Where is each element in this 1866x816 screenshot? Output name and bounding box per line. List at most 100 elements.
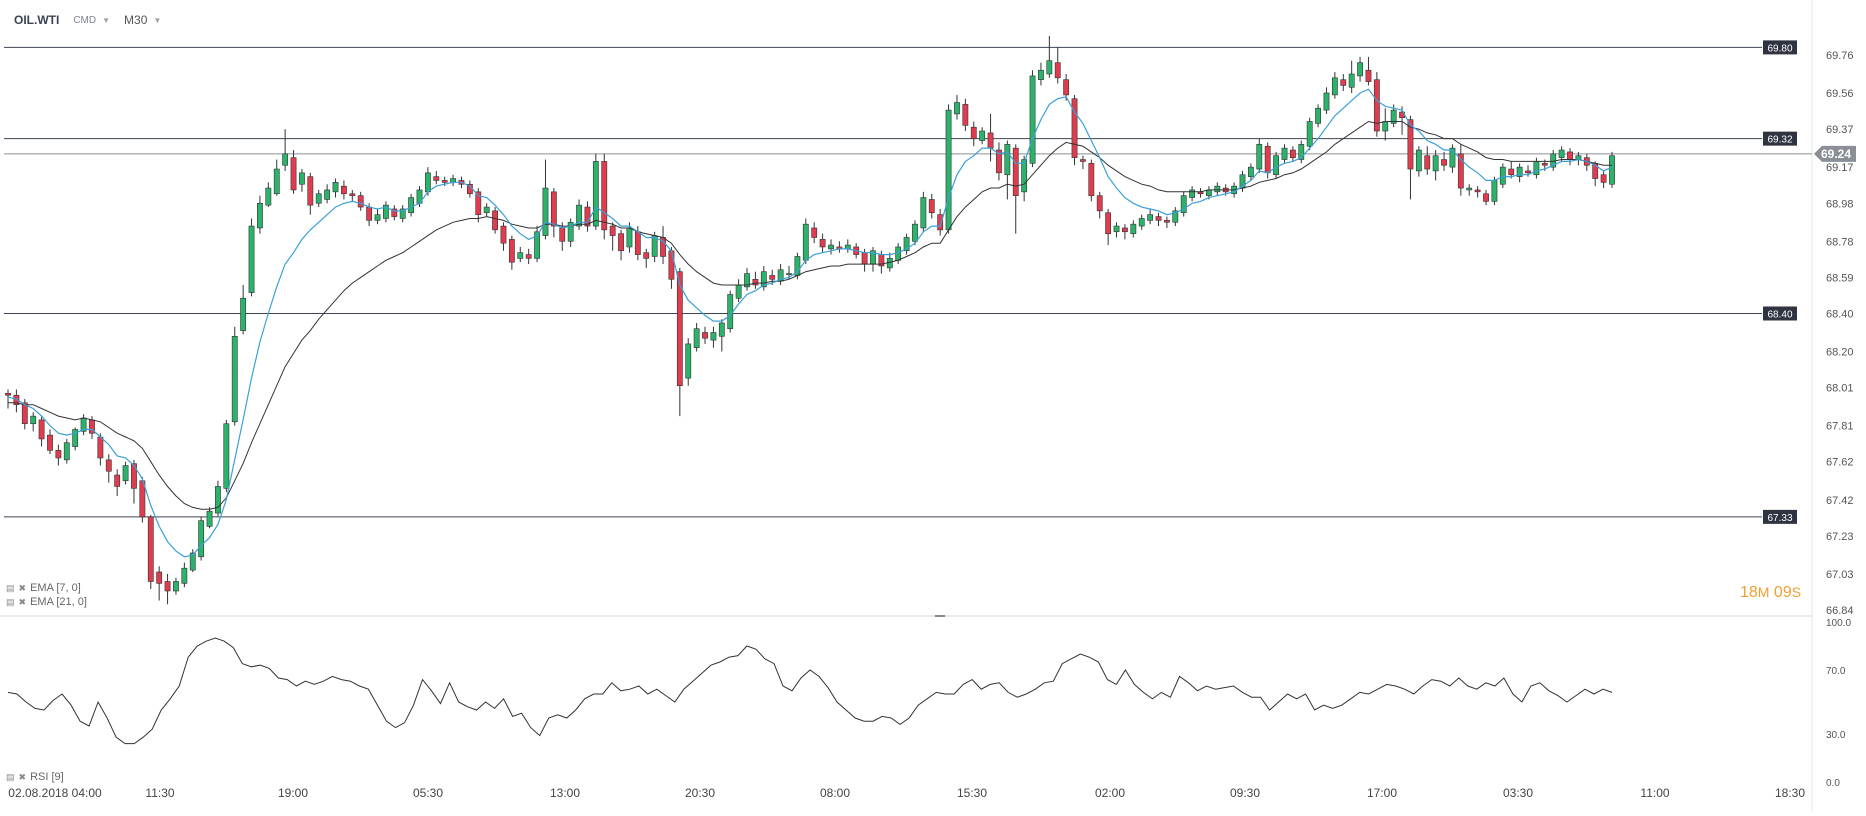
candle-body [534,231,540,259]
timeframe-dropdown[interactable]: M30 ▼ [124,13,161,27]
candle-body [433,176,440,181]
candle-body [987,132,994,149]
candle-body [517,252,524,259]
remove-icon[interactable]: ✖ [18,771,27,782]
candle-body [1483,193,1489,202]
instrument-type-label: CMD [73,14,97,26]
candle-body [500,225,507,244]
candle-body [626,227,633,248]
symbol-label[interactable]: OIL.WTI [14,13,60,27]
remove-icon[interactable]: ✖ [18,596,27,607]
candle-body [1130,223,1137,234]
candle-body [231,336,238,423]
candle-body [1558,149,1565,158]
candle-body [811,227,818,238]
candle-body [634,231,641,255]
countdown-minutes-unit: M [1757,584,1770,600]
price-tick-label: 67.23 [1826,531,1854,543]
time-tick-label: 11:30 [145,786,174,800]
candle-body [592,161,599,227]
candle-body [945,109,952,231]
candle-body [206,510,213,527]
candle-body [332,182,339,193]
candle-body [760,271,767,288]
candle-body [408,197,415,214]
candle-body [928,199,935,214]
price-tick-label: 69.56 [1826,88,1854,100]
candle-body [1138,218,1145,227]
candle-body [903,237,910,252]
candle-body [122,465,129,482]
settings-icon[interactable]: ▤ [6,582,15,593]
candle-body [257,202,263,229]
candle-body [576,204,582,227]
candle-body [685,343,692,379]
candle-body [1088,163,1095,196]
candle-body [307,176,314,206]
price-tick-label: 67.62 [1826,457,1854,469]
candle-body [492,210,498,231]
candle-body [861,252,868,265]
countdown-minutes: 18 [1740,584,1758,601]
settings-icon[interactable]: ▤ [6,771,15,782]
rsi-legend-item[interactable]: ▤ ✖ RSI [9] [6,771,64,783]
candle-body [1466,187,1473,191]
candle-body [47,434,53,451]
candle-body [105,459,112,472]
candle-body [97,436,104,459]
candle-body [693,328,700,349]
candle-body [173,581,179,592]
time-tick-label: 13:00 [550,786,580,800]
candle-body [601,161,608,231]
remove-icon[interactable]: ✖ [18,582,27,593]
candle-body [1390,109,1397,124]
candle-body [240,297,247,331]
candle-body [1038,69,1044,81]
candle-body [265,187,272,206]
candle-body [1298,144,1305,160]
candle-body [1474,189,1481,193]
candle-body [786,273,792,275]
candle-body [819,239,826,248]
candle-body [1340,79,1347,86]
settings-icon[interactable]: ▤ [6,596,15,607]
candle-body [1164,220,1170,223]
time-tick-label: 09:30 [1230,786,1260,800]
candle-body [1029,75,1036,164]
candle-body [702,332,708,339]
candle-body [189,552,196,571]
candle-body [282,153,289,166]
candle-body [1432,155,1439,172]
current-price-tag [1814,145,1856,162]
candle-body [979,130,986,141]
candle-body [131,463,137,489]
candle-body [1407,119,1414,170]
ema-legend-item[interactable]: ▤ ✖ EMA [21, 0] [6,596,87,608]
candle-body [1508,168,1515,176]
candle-body [391,208,398,217]
candle-body [1105,212,1112,234]
candle-body [668,250,675,280]
candle-body [198,520,205,558]
candle-body [744,273,750,288]
candle-body [114,474,121,487]
candle-body [508,239,515,263]
candle-body [349,193,356,196]
price-level-label: 69.32 [1767,135,1792,146]
candle-body [727,294,734,329]
candle-body [341,185,347,195]
ema-legend-item[interactable]: ▤ ✖ EMA [7, 0] [6,582,81,594]
candle-body [1247,166,1254,177]
candle-body [752,278,759,286]
instrument-type-dropdown[interactable]: CMD ▼ [73,15,110,26]
candle-body [1264,145,1271,174]
candle-body [643,252,650,259]
candle-body [1533,161,1540,176]
candle-body [1189,189,1196,198]
candle-body [609,225,616,236]
candle-body [248,225,255,293]
time-tick-label: 05:30 [413,786,443,800]
candle-body [1457,153,1464,189]
timeframe-label: M30 [124,13,148,27]
candle-body [1331,77,1338,96]
